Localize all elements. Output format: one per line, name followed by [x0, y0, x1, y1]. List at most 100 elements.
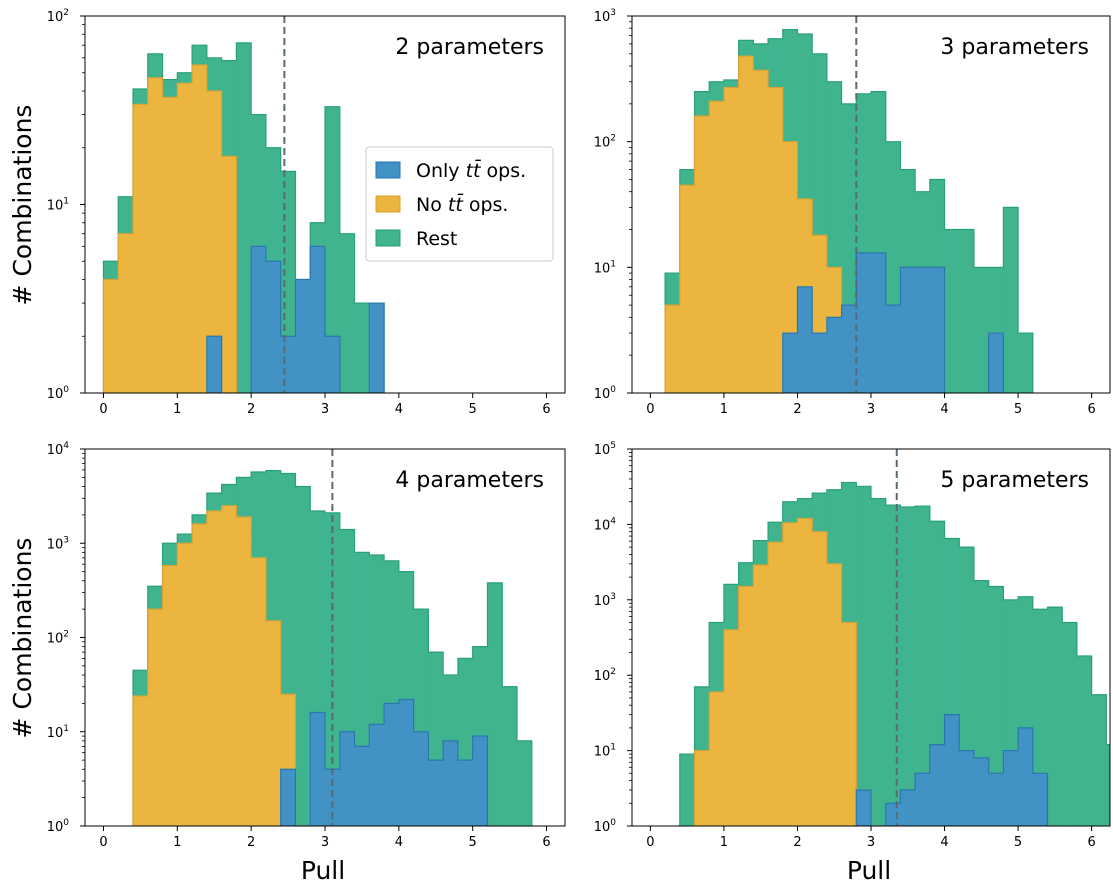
y-tick-label: 103 — [594, 8, 616, 25]
bar — [709, 691, 725, 826]
bar — [369, 724, 385, 826]
bar — [192, 64, 208, 393]
series-no-tt — [693, 517, 872, 826]
x-tick-label: 5 — [469, 835, 477, 850]
bar — [428, 760, 444, 826]
x-tick-label: 1 — [173, 835, 181, 850]
legend-swatch — [375, 195, 401, 213]
bar — [885, 305, 901, 393]
x-tick-label: 6 — [542, 835, 550, 850]
bar — [988, 333, 1004, 393]
x-tick-label: 3 — [867, 402, 875, 417]
bar — [841, 622, 857, 826]
series-only-tt — [280, 698, 489, 826]
bar — [723, 629, 740, 826]
bar — [384, 703, 400, 826]
bar — [856, 790, 872, 826]
bar — [295, 279, 311, 393]
bar — [206, 336, 223, 393]
bar — [973, 757, 990, 826]
bar — [885, 505, 901, 826]
bar — [369, 303, 385, 393]
panel-2: 0 1 2 3 4 5 6 100 101 102 103 3 parameters — [594, 8, 1111, 417]
bar — [147, 609, 163, 826]
y-tick-label: 102 — [47, 8, 69, 25]
x-tick-label: 4 — [940, 835, 948, 850]
x-tick-label: 6 — [542, 402, 550, 417]
x-tick-label: 4 — [395, 835, 403, 850]
x-tick-label: 0 — [646, 402, 654, 417]
bar — [162, 565, 178, 826]
bar — [310, 712, 326, 826]
x-tick-label: 2 — [247, 402, 255, 417]
bar — [206, 91, 223, 393]
bar — [929, 744, 945, 826]
y-tick-label: 104 — [594, 516, 617, 533]
series-outline — [693, 517, 872, 826]
legend-frame — [365, 146, 554, 262]
bar — [487, 582, 503, 826]
bar — [1047, 607, 1063, 826]
bar — [738, 586, 754, 826]
y-tick-label: 101 — [47, 724, 69, 741]
bar — [325, 336, 341, 393]
plot-area — [132, 449, 533, 826]
bar — [856, 253, 872, 393]
bar — [959, 750, 975, 826]
bar — [812, 531, 828, 826]
bar — [133, 104, 149, 393]
bar — [723, 87, 740, 393]
y-tick-label: 102 — [47, 630, 69, 647]
bar — [812, 333, 828, 393]
bar — [797, 286, 813, 393]
bar — [413, 731, 429, 826]
x-tick-label: 1 — [720, 835, 728, 850]
bar — [900, 507, 916, 826]
panel-title: 4 parameters — [395, 468, 544, 493]
bar — [782, 333, 798, 393]
legend-swatch — [375, 229, 401, 247]
bar — [265, 620, 282, 826]
bar — [103, 279, 119, 393]
bar — [900, 267, 916, 393]
bar — [782, 141, 798, 393]
y-tick-label: 105 — [594, 441, 616, 458]
bar — [517, 740, 533, 826]
bar — [295, 486, 311, 826]
bar — [1091, 694, 1107, 826]
legend-label: Only tt̄ ops. — [416, 158, 526, 182]
bar — [192, 524, 208, 826]
bar — [768, 87, 784, 393]
bar — [753, 70, 769, 393]
panel-title: 3 parameters — [940, 35, 1089, 60]
bar — [325, 769, 341, 826]
y-tick-label: 100 — [594, 818, 617, 835]
bar — [443, 740, 459, 826]
y-tick-label: 101 — [594, 743, 616, 760]
bar — [679, 185, 695, 393]
series-no-tt — [102, 64, 237, 393]
bar — [251, 246, 267, 393]
bar — [251, 557, 267, 826]
bar — [325, 106, 341, 393]
panel-4: 0 1 2 3 4 5 6 100 101 102 103 104 105 5 parameters — [594, 441, 1111, 850]
x-tick-label: 3 — [867, 835, 875, 850]
bar — [679, 754, 695, 826]
plot-area — [664, 16, 1034, 393]
bar — [177, 83, 193, 393]
bar — [265, 261, 282, 393]
panel-title: 2 parameters — [395, 35, 544, 60]
x-tick-label: 4 — [940, 402, 948, 417]
x-tick-label: 0 — [99, 402, 107, 417]
bar — [1003, 750, 1019, 826]
series-only-tt — [206, 245, 385, 393]
x-tick-label: 5 — [469, 402, 477, 417]
y-tick-label: 100 — [594, 385, 617, 402]
bar — [1076, 655, 1093, 826]
x-tick-label: 4 — [395, 402, 403, 417]
series-outline — [132, 505, 297, 826]
series-outline — [664, 28, 1034, 393]
series-outline — [132, 470, 533, 826]
legend-label: Rest — [416, 228, 457, 250]
bar — [768, 542, 784, 826]
